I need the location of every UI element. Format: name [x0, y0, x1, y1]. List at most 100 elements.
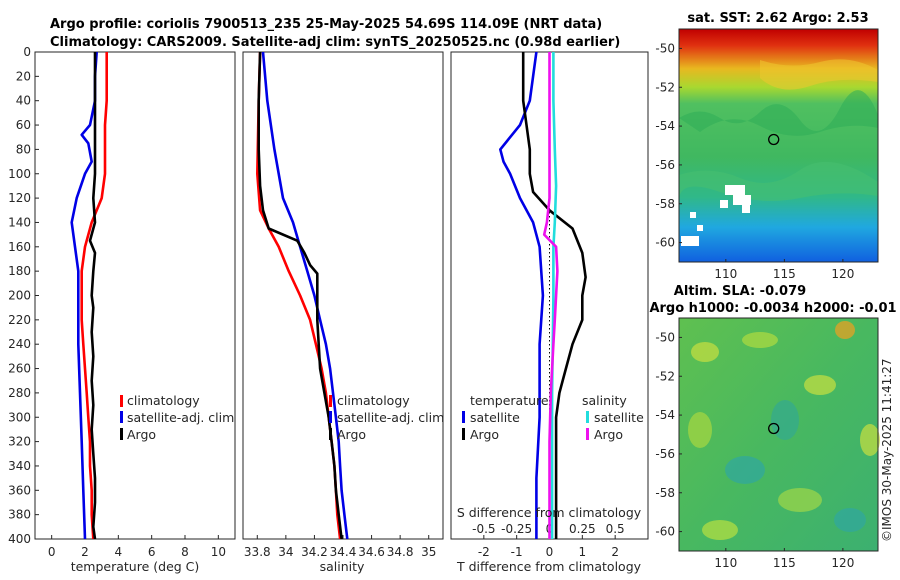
map-lat-tick-label: -58 [655, 197, 675, 211]
depth-tick-label: 400 [8, 532, 31, 546]
sla-float-marker [768, 422, 780, 435]
series-line-argo [88, 52, 97, 539]
map-lat-tick-label: -50 [655, 330, 675, 344]
sla-map-title-line2: Argo h1000: -0.0034 h2000: -0.01 [649, 301, 896, 316]
legend-label-satellite-s: satellite-adj. clim [337, 410, 444, 425]
depth-tick-label: 320 [8, 435, 31, 449]
salinity-legend: climatology satellite-adj. clim Argo [329, 393, 444, 442]
map-lon-tick-label: 120 [831, 267, 854, 281]
series-line-t-satellite [499, 52, 545, 539]
t-difference-label: T difference from climatology [456, 559, 642, 574]
depth-tick-label: 260 [8, 362, 31, 376]
legend-label-t-satellite: satellite [470, 410, 520, 425]
map-lat-tick-label: -52 [655, 80, 675, 94]
legend-marker-s-argo [586, 428, 589, 440]
sst-float-marker [768, 133, 780, 146]
legend-header-salinity: salinity [582, 393, 627, 408]
sla-map-frame [678, 317, 879, 552]
difference-x-tick-label: 1 [579, 545, 587, 559]
legend-marker-climatology [120, 395, 123, 407]
legend-marker-argo-s [329, 428, 332, 440]
sla-map-title-line1: Altim. SLA: -0.079 [674, 284, 806, 299]
legend-label-argo-s: Argo [337, 427, 366, 442]
depth-tick-label: 120 [8, 191, 31, 205]
map-lon-tick-label: 110 [714, 267, 737, 281]
legend-label-climatology: climatology [127, 393, 200, 408]
salinity-x-tick-label: 35 [421, 545, 436, 559]
sla-map-panel: Altim. SLA: -0.079 Argo h1000: -0.0034 h… [649, 284, 896, 570]
salinity-x-tick-label: 34.8 [387, 545, 414, 559]
depth-tick-label: 280 [8, 386, 31, 400]
figure-title-line1: Argo profile: coriolis 7900513_235 25-Ma… [50, 17, 602, 32]
temperature-x-tick-label: 10 [211, 545, 226, 559]
map-lat-tick-label: -56 [655, 447, 675, 461]
depth-tick-label: 180 [8, 264, 31, 278]
legend-marker-climatology-s [329, 395, 332, 407]
map-lat-tick-label: -56 [655, 158, 675, 172]
map-lat-tick-label: -54 [655, 408, 675, 422]
sst-map-panel: sat. SST: 2.62 Argo: 2.53 110 115 120 -50 -5… [655, 11, 879, 281]
temperature-x-tick-label: 8 [181, 545, 189, 559]
depth-tick-label: 60 [16, 118, 31, 132]
difference-x-tick-label: 2 [611, 545, 619, 559]
map-lon-tick-label: 115 [773, 556, 796, 570]
legend-marker-satellite [120, 411, 123, 423]
map-lat-tick-label: -50 [655, 41, 675, 55]
difference-legend: temperature salinity satellite Argo sate… [462, 393, 644, 442]
map-lon-tick-label: 110 [714, 556, 737, 570]
salinity-x-tick-label: 34 [278, 545, 293, 559]
imos-watermark: ©IMOS 30-May-2025 11:41:27 [880, 358, 894, 542]
legend-label-satellite: satellite-adj. clim [127, 410, 234, 425]
depth-tick-label: 240 [8, 337, 31, 351]
sla-map-texture [688, 321, 880, 540]
salinity-x-tick-label: 34.6 [358, 545, 385, 559]
s-difference-tick-label: -0.5 [472, 522, 495, 536]
difference-panel: -2 -1 0 1 2 -0.5 -0.25 0 0.25 0.5 S difference f… [450, 51, 649, 574]
legend-marker-satellite-s [329, 411, 332, 423]
depth-tick-label: 20 [16, 69, 31, 83]
depth-tick-label: 200 [8, 289, 31, 303]
legend-marker-t-argo [462, 428, 465, 440]
legend-marker-s-satellite [586, 411, 589, 423]
s-difference-label: S difference from climatology [457, 505, 642, 520]
temperature-panel: 0204060801001201401601802002202402602803… [8, 45, 236, 574]
depth-tick-label: 360 [8, 483, 31, 497]
series-line-satellite-adj-clim [70, 52, 98, 539]
map-lat-tick-label: -60 [655, 236, 675, 250]
difference-x-tick-label: -2 [478, 545, 490, 559]
depth-tick-label: 340 [8, 459, 31, 473]
temperature-x-tick-label: 0 [48, 545, 56, 559]
salinity-xlabel: salinity [320, 559, 365, 574]
temperature-x-tick-label: 2 [81, 545, 89, 559]
temperature-x-tick-label: 6 [148, 545, 156, 559]
map-lat-tick-label: -60 [655, 525, 675, 539]
temperature-lines [70, 52, 108, 539]
legend-marker-t-satellite [462, 411, 465, 423]
difference-lines [499, 52, 587, 539]
salinity-lines [256, 52, 349, 539]
depth-tick-label: 0 [23, 45, 31, 59]
legend-marker-argo [120, 428, 123, 440]
salinity-panel: 33.8 34 34.2 34.4 34.6 34.8 35 salinity climat… [242, 51, 444, 574]
figure-title-line2: Climatology: CARS2009. Satellite-adj cli… [50, 35, 620, 50]
temperature-plot-area [34, 51, 236, 540]
salinity-x-axis: 33.8 34 34.2 34.4 34.6 34.8 35 [244, 535, 436, 559]
difference-x-tick-label: 0 [546, 545, 554, 559]
depth-axis: 0 20 40 60 80 100 120 140 160 180 200 220 240 260 280 3… [8, 45, 39, 546]
salinity-plot-area [242, 51, 444, 540]
depth-tick-label: 100 [8, 167, 31, 181]
depth-tick-label: 220 [8, 313, 31, 327]
map-lon-tick-label: 120 [831, 556, 854, 570]
sst-map-title: sat. SST: 2.62 Argo: 2.53 [687, 11, 868, 26]
series-line-satellite-adj-clim [261, 52, 349, 539]
series-line-s-argo [542, 52, 559, 539]
depth-tick-label: 140 [8, 215, 31, 229]
legend-header-temperature: temperature [470, 393, 549, 408]
sst-map-frame [678, 28, 879, 263]
salinity-x-tick-label: 34.4 [330, 545, 357, 559]
series-line-climatology [80, 52, 108, 539]
map-lon-tick-label: 115 [773, 267, 796, 281]
series-line-argo [257, 52, 343, 539]
map-lat-tick-label: -58 [655, 486, 675, 500]
